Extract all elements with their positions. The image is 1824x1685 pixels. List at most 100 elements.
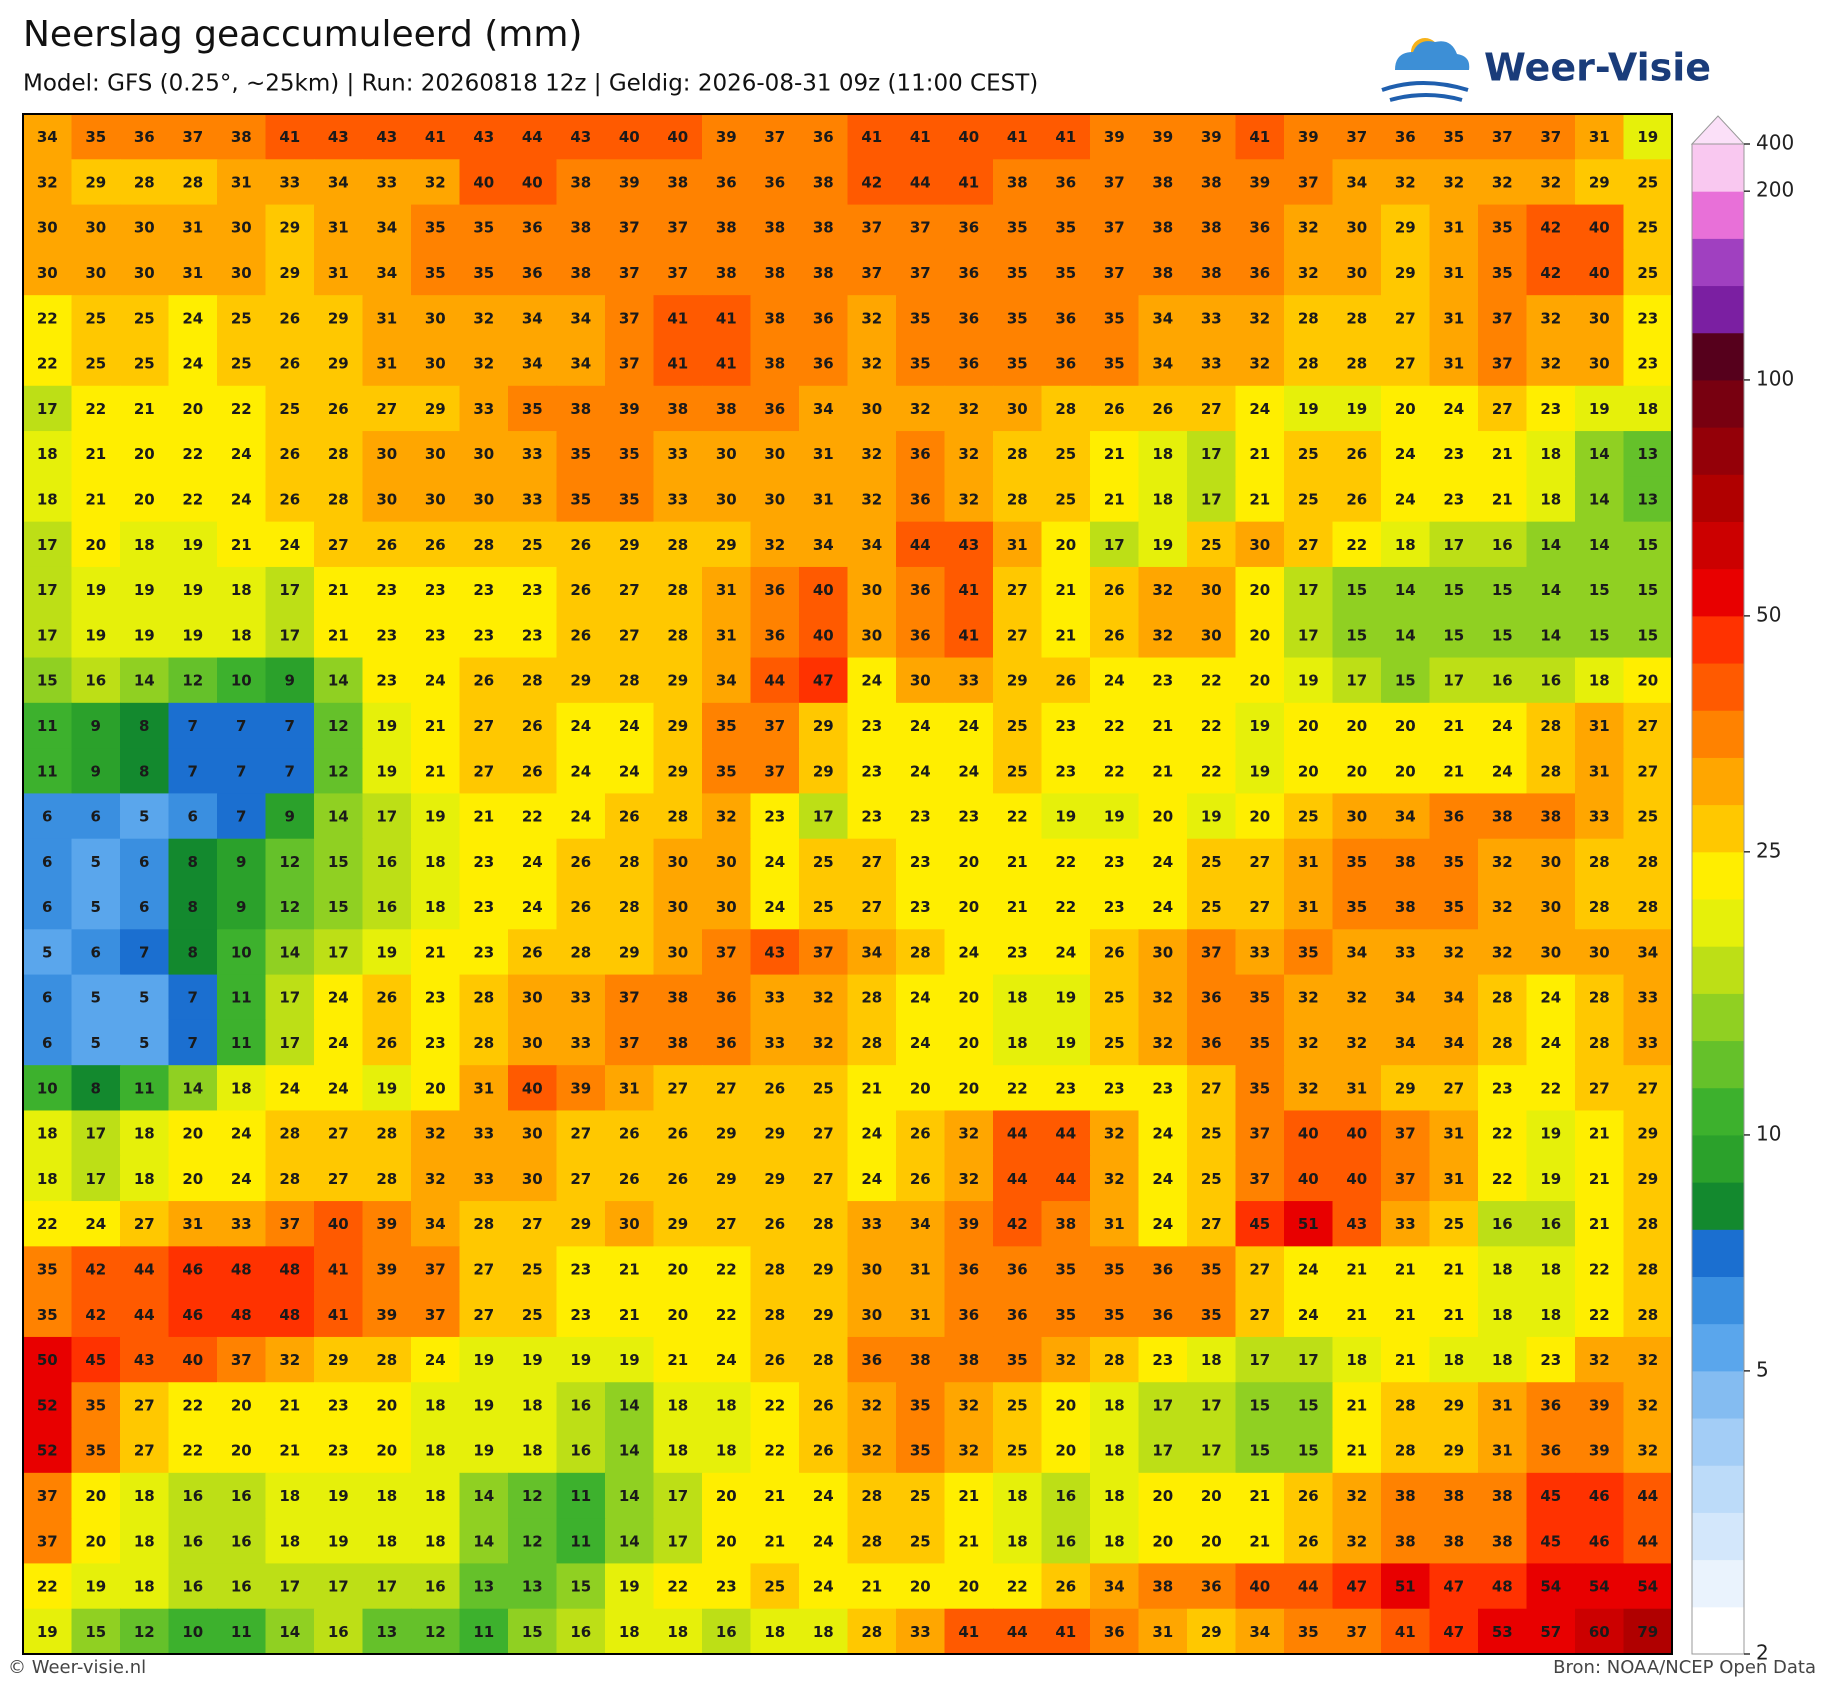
cell-label: 25	[522, 1261, 543, 1279]
cell-label: 30	[861, 626, 882, 644]
precip-cell	[653, 657, 703, 704]
cell-label: 19	[328, 1532, 349, 1550]
precip-cell	[1526, 476, 1576, 523]
precip-cell	[944, 566, 994, 613]
cell-label: 36	[716, 173, 737, 191]
cell-label: 27	[1201, 400, 1222, 418]
cell-label: 21	[1007, 898, 1028, 916]
cell-label: 34	[37, 128, 58, 146]
precip-cell	[1284, 431, 1334, 477]
precip-cell	[1090, 974, 1140, 1021]
precip-cell	[168, 1065, 218, 1112]
precip-cell	[411, 340, 461, 387]
cell-label: 8	[188, 853, 198, 871]
precip-cell	[1138, 1382, 1188, 1429]
precip-cell	[1381, 1065, 1431, 1112]
cell-label: 5	[139, 808, 149, 826]
cell-label: 18	[1492, 1306, 1513, 1324]
precip-cell	[1090, 1246, 1140, 1293]
cell-label: 21	[1346, 1306, 1367, 1324]
cell-label: 28	[1637, 1261, 1658, 1279]
precip-cell	[896, 249, 946, 296]
cell-label: 33	[473, 1170, 494, 1188]
cell-label: 24	[231, 491, 252, 509]
cell-label: 31	[1443, 355, 1464, 373]
precip-cell	[1090, 114, 1140, 160]
cell-label: 25	[1637, 264, 1658, 282]
cell-label: 32	[1298, 1079, 1319, 1097]
precip-cell	[1381, 159, 1431, 206]
precip-cell	[314, 974, 364, 1021]
cell-label: 38	[813, 219, 834, 237]
cell-label: 14	[279, 1623, 300, 1641]
precip-cell	[944, 1155, 994, 1202]
cell-label: 24	[958, 762, 979, 780]
cell-label: 28	[1540, 762, 1561, 780]
precip-cell	[508, 204, 558, 251]
cell-label: 42	[861, 173, 882, 191]
cell-label: 35	[37, 1306, 58, 1324]
cell-label: 27	[1589, 1079, 1610, 1097]
precip-cell	[362, 1246, 412, 1293]
cell-label: 12	[134, 1623, 155, 1641]
cell-label: 22	[1201, 762, 1222, 780]
precip-cell	[508, 1110, 558, 1157]
cell-label: 38	[716, 219, 737, 237]
precip-cell	[1478, 295, 1528, 342]
cell-label: 18	[1346, 1351, 1367, 1369]
cell-label: 38	[1443, 1532, 1464, 1550]
cell-label: 37	[619, 1034, 640, 1052]
precip-cell	[362, 838, 412, 885]
cell-label: 23	[1540, 400, 1561, 418]
precip-cell	[459, 431, 509, 477]
cell-label: 29	[813, 1261, 834, 1279]
cell-label: 25	[1007, 762, 1028, 780]
cell-label: 24	[570, 808, 591, 826]
cell-label: 27	[522, 1215, 543, 1233]
precip-cell	[217, 974, 267, 1021]
cell-label: 26	[279, 445, 300, 463]
precip-cell	[71, 1201, 121, 1247]
cell-label: 14	[134, 672, 155, 690]
precip-cell	[1138, 1246, 1188, 1293]
cell-label: 37	[910, 264, 931, 282]
precip-cell	[1575, 114, 1625, 160]
cell-label: 19	[1201, 808, 1222, 826]
precip-cell	[1575, 748, 1625, 795]
precip-cell	[1526, 1065, 1576, 1112]
precip-cell	[799, 1155, 849, 1202]
precip-cell	[750, 159, 800, 206]
cell-label: 35	[619, 491, 640, 509]
precip-cell	[411, 884, 461, 930]
precip-cell	[459, 1155, 509, 1202]
precip-cell	[1575, 884, 1625, 930]
cell-label: 36	[764, 581, 785, 599]
precip-cell	[314, 521, 364, 568]
precip-cell	[993, 1427, 1043, 1474]
precip-cell	[1284, 612, 1334, 659]
cell-label: 18	[1443, 1351, 1464, 1369]
precip-cell	[702, 1382, 752, 1429]
cell-label: 30	[425, 355, 446, 373]
cell-label: 32	[1637, 1442, 1658, 1460]
cell-label: 16	[1492, 672, 1513, 690]
precip-cell	[217, 1201, 267, 1247]
cell-label: 34	[813, 400, 834, 418]
cell-label: 37	[764, 762, 785, 780]
precip-cell	[702, 702, 752, 749]
precip-cell	[702, 1246, 752, 1293]
precip-cell	[265, 1065, 315, 1112]
cell-label: 30	[764, 445, 785, 463]
cell-label: 38	[764, 264, 785, 282]
cell-label: 27	[134, 1442, 155, 1460]
precip-cell	[702, 204, 752, 251]
precip-cell	[1381, 340, 1431, 387]
precip-cell	[168, 1382, 218, 1429]
cell-label: 20	[958, 1034, 979, 1052]
cell-label: 51	[1395, 1578, 1416, 1596]
precip-cell	[1138, 249, 1188, 296]
precip-cell	[1478, 1427, 1528, 1474]
precip-cell	[556, 929, 606, 976]
cell-label: 24	[1443, 400, 1464, 418]
precip-cell	[1235, 566, 1285, 613]
